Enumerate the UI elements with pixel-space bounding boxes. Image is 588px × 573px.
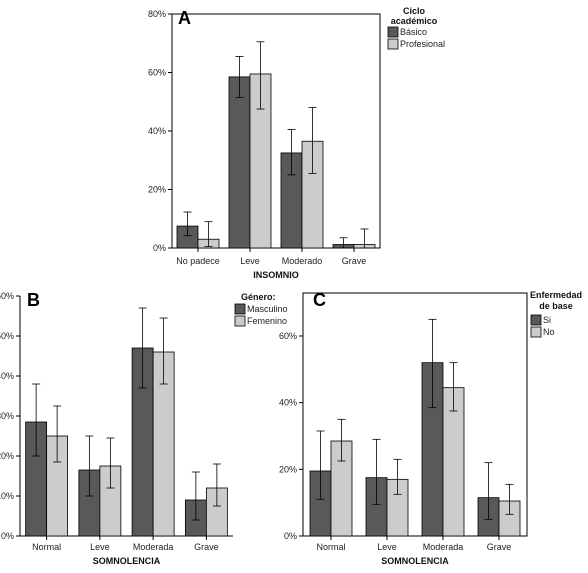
y-tick-label: 20% xyxy=(148,185,166,195)
legend-entry-label: Femenino xyxy=(247,316,287,326)
x-axis-label: SOMNOLENCIA xyxy=(93,556,161,566)
legend-swatch xyxy=(234,303,246,315)
legend-title: Ciclo xyxy=(403,6,426,16)
x-tick-label: Moderada xyxy=(423,542,464,552)
y-tick-label: 40% xyxy=(148,126,166,136)
x-tick-label: Grave xyxy=(487,542,512,552)
panel-label: B xyxy=(27,290,40,310)
y-tick-label: 80% xyxy=(148,9,166,19)
legend-entry-label: Masculino xyxy=(247,304,288,314)
legend-entry-label: Si xyxy=(543,315,551,325)
legend-entry-label: No xyxy=(543,327,555,337)
y-tick-label: 50% xyxy=(0,331,14,341)
y-tick-label: 20% xyxy=(279,464,297,474)
y-tick-label: 0% xyxy=(1,531,14,541)
x-tick-label: Moderado xyxy=(282,256,323,266)
y-tick-label: 10% xyxy=(0,491,14,501)
x-tick-label: Normal xyxy=(316,542,345,552)
legend-title: académico xyxy=(391,16,438,26)
legend-swatch xyxy=(530,314,542,326)
x-tick-label: Leve xyxy=(377,542,397,552)
bar xyxy=(228,76,251,249)
panel-label: A xyxy=(178,8,191,28)
legend-entry-label: Profesional xyxy=(400,39,445,49)
x-tick-label: Moderada xyxy=(133,542,174,552)
legend-swatch xyxy=(387,26,399,38)
legend-title: de base xyxy=(539,301,573,311)
x-tick-label: Grave xyxy=(342,256,367,266)
x-axis-label: SOMNOLENCIA xyxy=(381,556,449,566)
plot-frame xyxy=(302,292,528,537)
legend-entry-label: Básico xyxy=(400,27,427,37)
legend-swatch xyxy=(387,38,399,50)
y-tick-label: 0% xyxy=(153,243,166,253)
y-tick-label: 40% xyxy=(0,371,14,381)
x-tick-label: Leve xyxy=(90,542,110,552)
panel-label: C xyxy=(313,290,326,310)
chart-panel-b: 0% 10% 20% 30% 40% 50% 60% Normal Leve Moderada Gr… xyxy=(0,290,288,566)
y-tick-label: 60% xyxy=(0,291,14,301)
legend-title: Enfermedad xyxy=(530,290,582,300)
y-tick-label: 40% xyxy=(279,398,297,408)
y-tick-label: 30% xyxy=(0,411,14,421)
x-axis-label: INSOMNIO xyxy=(253,270,299,280)
plot-frame xyxy=(171,13,381,249)
legend-title: Género: xyxy=(241,292,276,302)
x-tick-label: Leve xyxy=(240,256,260,266)
legend: Género: Masculino Femenino xyxy=(234,292,288,327)
x-tick-label: Grave xyxy=(194,542,219,552)
x-tick-label: No padece xyxy=(176,256,220,266)
chart-panel-a: 0% 20% 40% 60% 80% No padece Leve Moderado Grave… xyxy=(148,6,445,280)
chart-panel-c: 0% 20% 40% 60% Normal Leve Moderada Grave SOMNOL… xyxy=(279,290,582,566)
y-tick-label: 60% xyxy=(148,68,166,78)
legend-swatch xyxy=(234,315,246,327)
y-tick-label: 60% xyxy=(279,331,297,341)
legend-swatch xyxy=(530,326,542,338)
y-tick-label: 0% xyxy=(284,531,297,541)
x-tick-label: Normal xyxy=(32,542,61,552)
y-tick-label: 20% xyxy=(0,451,14,461)
